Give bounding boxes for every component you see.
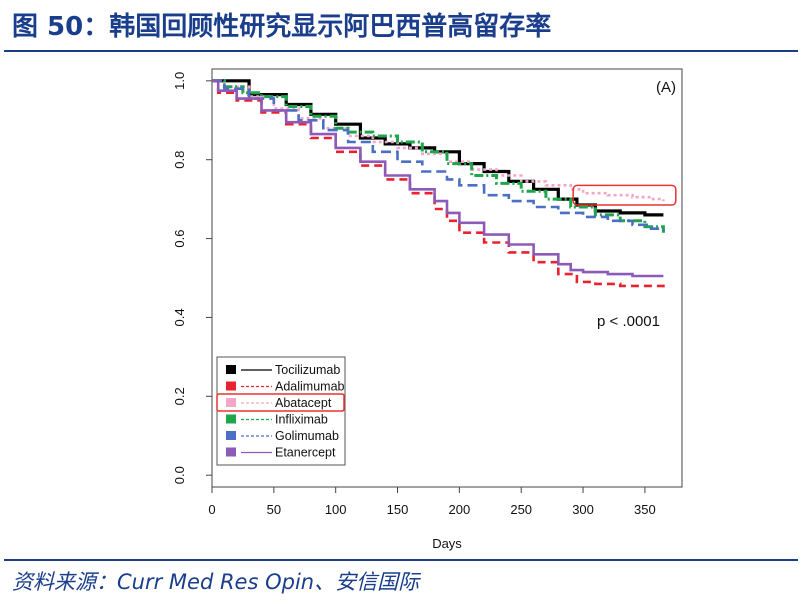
x-tick-label-50: 50 [267, 502, 281, 517]
series-line-tocilizumab [212, 79, 664, 217]
legend-label-golimumab: Golimumab [275, 429, 339, 443]
chart-ticks: 0 50 100 150 200 250 300 350 0.0 0.2 0.4 0.6 0.8 1.0 [172, 72, 656, 517]
x-tick-label-350: 350 [634, 502, 656, 517]
highlight-box [572, 184, 677, 206]
abatacept-highlight-box [572, 184, 677, 206]
legend-swatch-golimumab [226, 431, 236, 440]
y-tick-label-0.2: 0.2 [172, 387, 187, 405]
legend-label-adalimumab: Adalimumab [275, 380, 345, 394]
legend: Tocilizumab Adalimumab Abatacept Infliximab… [216, 356, 346, 466]
legend-swatch-abatacept [226, 398, 236, 407]
chart-series-lines [212, 79, 665, 288]
legend-swatch-infliximab [226, 414, 236, 424]
p-value-annotation: p < .0001 [597, 313, 660, 330]
series-line-abatacept [212, 79, 665, 202]
x-tick-label-200: 200 [449, 502, 471, 517]
x-tick-label-300: 300 [572, 502, 594, 517]
plot-frame [211, 68, 683, 488]
figure-title: 图 50：韩国回顾性研究显示阿巴西普高留存率 [12, 12, 552, 42]
legend-label-tocilizumab: Tocilizumab [275, 363, 340, 377]
x-axis-label: Days [432, 536, 462, 551]
x-tick-label-0: 0 [208, 502, 215, 517]
title-divider [4, 50, 798, 52]
legend-label-etanercept: Etanercept [275, 446, 336, 460]
y-tick-label-0: 0.0 [172, 466, 187, 484]
y-tick-label-0.6: 0.6 [172, 230, 187, 248]
y-tick-label-0.4: 0.4 [172, 308, 187, 326]
legend-label-infliximab: Infliximab [275, 413, 328, 427]
series-line-infliximab [212, 79, 665, 233]
panel-label: (A) [656, 79, 676, 96]
x-tick-label-100: 100 [325, 502, 347, 517]
legend-swatch-adalimumab [226, 381, 236, 391]
legend-swatch-etanercept [226, 447, 236, 457]
source-note: 资料来源：Curr Med Res Opin、安信国际 [12, 570, 420, 594]
series-line-adalimumab [212, 79, 665, 288]
y-tick-label-0.8: 0.8 [172, 151, 187, 169]
chart-axes [211, 68, 683, 488]
series-line-etanercept [212, 79, 664, 278]
legend-highlight-box [216, 393, 345, 412]
source-divider [4, 559, 798, 561]
series-line-golimumab [212, 79, 665, 231]
legend-swatch-tocilizumab [226, 365, 236, 374]
x-tick-label-250: 250 [510, 502, 532, 517]
legend-label-abatacept: Abatacept [275, 396, 332, 410]
y-tick-label-1: 1.0 [172, 72, 187, 90]
x-tick-label-150: 150 [387, 502, 409, 517]
